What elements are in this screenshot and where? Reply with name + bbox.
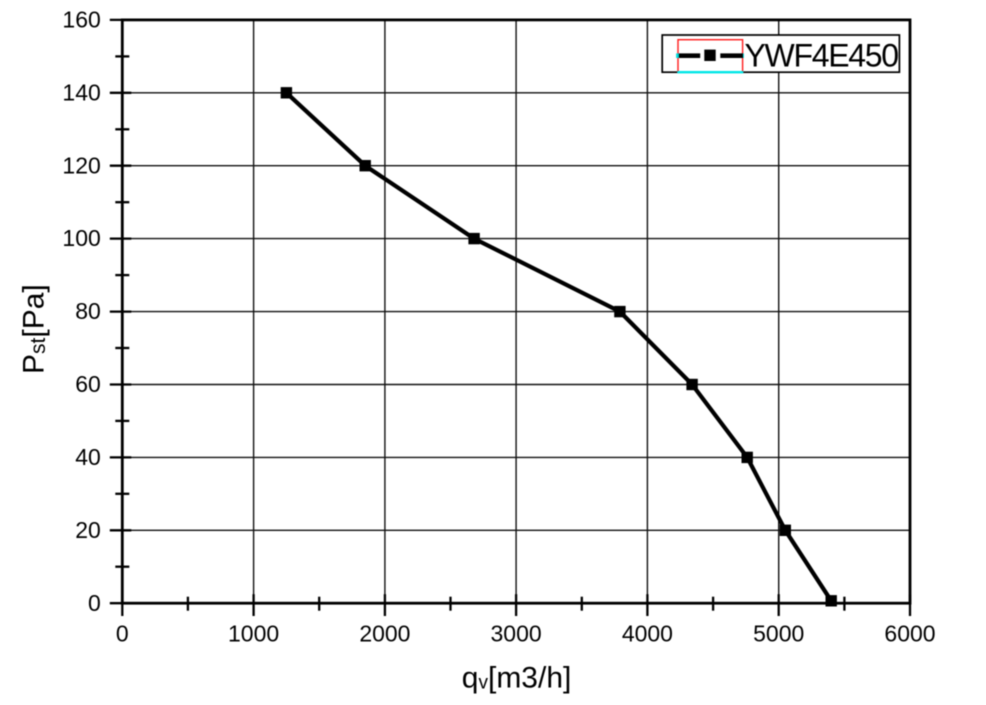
svg-text:140: 140 — [62, 79, 100, 105]
svg-text:YWF4E450: YWF4E450 — [745, 38, 899, 74]
svg-text:120: 120 — [62, 152, 100, 178]
svg-text:0: 0 — [88, 590, 101, 616]
svg-text:160: 160 — [62, 7, 100, 33]
svg-text:4000: 4000 — [622, 621, 673, 647]
svg-text:0: 0 — [116, 621, 129, 647]
svg-text:6000: 6000 — [884, 621, 935, 647]
svg-text:Pst[Pa]: Pst[Pa] — [18, 284, 51, 374]
svg-text:80: 80 — [75, 298, 101, 324]
svg-text:1000: 1000 — [228, 621, 279, 647]
svg-text:20: 20 — [75, 517, 101, 543]
svg-text:3000: 3000 — [491, 621, 542, 647]
svg-text:5000: 5000 — [753, 621, 804, 647]
svg-text:100: 100 — [62, 225, 100, 251]
svg-text:2000: 2000 — [359, 621, 410, 647]
svg-text:qv[m3/h]: qv[m3/h] — [462, 662, 572, 695]
svg-text:60: 60 — [75, 371, 101, 397]
svg-text:40: 40 — [75, 444, 101, 470]
